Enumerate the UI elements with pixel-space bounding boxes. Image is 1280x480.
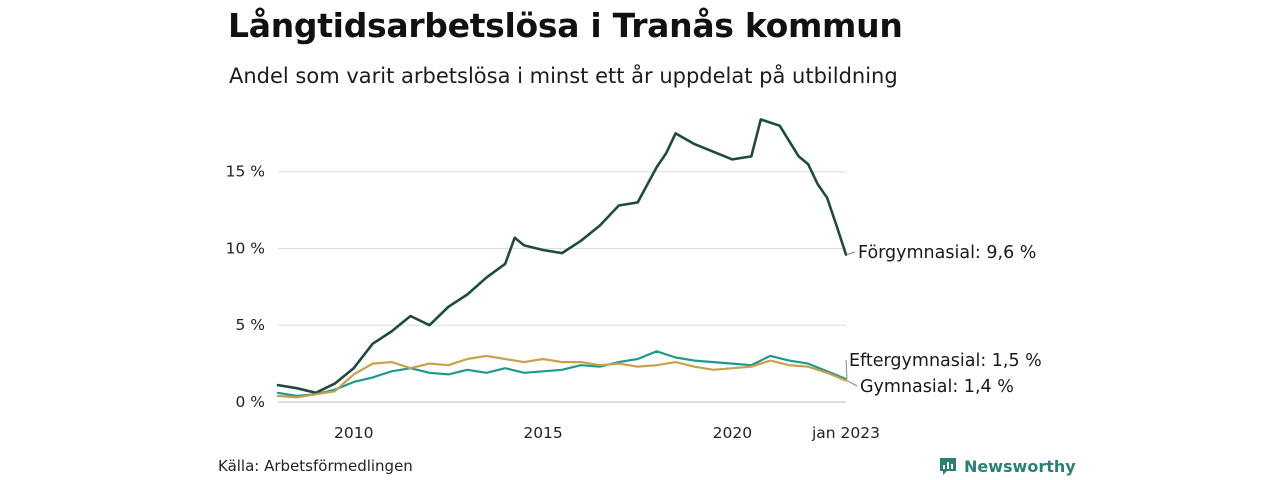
- brand-name: Newsworthy: [964, 456, 1076, 476]
- series-end-label: Förgymnasial: 9,6 %: [858, 243, 1036, 263]
- brand-logo[interactable]: Newsworthy: [938, 455, 1076, 477]
- gridlines: [278, 171, 846, 403]
- series-lines: [276, 118, 848, 399]
- y-tick-label: 10 %: [226, 239, 265, 257]
- series-line-förgymnasial: [276, 118, 848, 395]
- chart-subtitle: Andel som varit arbetslösa i minst ett å…: [229, 64, 898, 88]
- series-line-gymnasial: [276, 354, 848, 399]
- y-tick-label: 0 %: [235, 393, 265, 411]
- bar-chart-speech-icon: [940, 458, 956, 475]
- series-end-label: Eftergymnasial: 1,5 %: [849, 351, 1042, 371]
- x-tick-label: jan 2023: [811, 424, 880, 442]
- label-leader-line: [845, 359, 848, 379]
- y-tick-label: 5 %: [235, 316, 265, 334]
- y-axis-ticks: 0 % 5 % 10 % 15 %: [226, 163, 265, 411]
- label-leader-line: [846, 251, 856, 256]
- x-axis-ticks: 2010 2015 2020 jan 2023: [334, 424, 880, 442]
- series-line-eftergymnasial: [276, 350, 848, 397]
- y-tick-label: 15 %: [226, 163, 265, 181]
- line-chart: 0 % 5 % 10 % 15 % 2010 2015 2020 jan 2023 Förg…: [226, 118, 1042, 442]
- series-end-labels: Förgymnasial: 9,6 % Eftergymnasial: 1,5 %…: [845, 243, 1042, 397]
- x-tick-label: 2020: [713, 424, 752, 442]
- x-tick-label: 2010: [334, 424, 373, 442]
- label-leader-line: [846, 380, 858, 387]
- chart-title: Långtidsarbetslösa i Tranås kommun: [228, 6, 903, 45]
- source-note: Källa: Arbetsförmedlingen: [218, 457, 413, 475]
- x-tick-label: 2015: [523, 424, 562, 442]
- series-end-label: Gymnasial: 1,4 %: [860, 377, 1014, 397]
